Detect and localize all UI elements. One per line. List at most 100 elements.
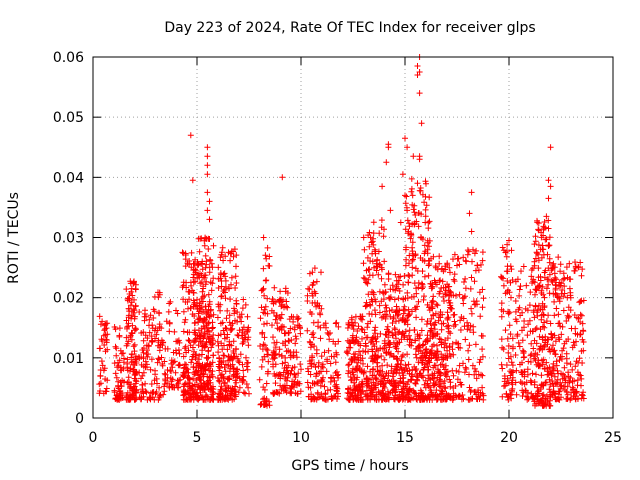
data-point bbox=[264, 351, 271, 358]
data-point bbox=[561, 290, 568, 297]
data-point bbox=[116, 333, 123, 340]
data-point bbox=[385, 276, 392, 282]
data-point bbox=[351, 355, 358, 362]
data-point bbox=[378, 275, 385, 282]
data-point bbox=[451, 311, 458, 318]
data-point bbox=[404, 381, 410, 388]
data-point bbox=[541, 219, 548, 225]
data-point bbox=[526, 317, 533, 324]
data-point bbox=[563, 388, 570, 395]
data-point bbox=[220, 394, 227, 401]
data-point bbox=[444, 335, 451, 342]
data-point bbox=[244, 327, 251, 334]
data-point bbox=[131, 348, 138, 355]
data-point bbox=[258, 287, 265, 294]
data-point bbox=[149, 338, 156, 345]
data-point bbox=[550, 360, 557, 367]
data-point bbox=[290, 314, 297, 321]
data-point bbox=[542, 333, 549, 340]
data-point bbox=[172, 369, 179, 376]
data-point bbox=[306, 270, 313, 277]
data-point bbox=[479, 353, 486, 360]
data-point bbox=[125, 338, 132, 345]
data-point bbox=[410, 206, 417, 213]
data-point bbox=[399, 171, 406, 178]
data-point bbox=[519, 309, 526, 316]
data-point bbox=[125, 295, 132, 302]
data-point bbox=[208, 344, 215, 351]
data-point bbox=[305, 368, 312, 375]
data-point bbox=[217, 307, 224, 314]
data-point bbox=[429, 371, 436, 378]
data-point bbox=[419, 236, 426, 243]
data-point bbox=[285, 362, 292, 369]
data-point bbox=[419, 268, 426, 275]
data-point bbox=[512, 316, 519, 323]
data-point bbox=[381, 226, 387, 233]
data-point bbox=[275, 371, 282, 378]
data-point bbox=[466, 396, 473, 403]
data-point bbox=[278, 311, 285, 318]
data-point bbox=[395, 348, 402, 355]
data-point bbox=[195, 396, 202, 403]
data-point bbox=[358, 396, 365, 403]
x-tick-label: 15 bbox=[396, 430, 414, 446]
data-point bbox=[290, 349, 297, 356]
data-point bbox=[227, 296, 234, 303]
data-point bbox=[505, 308, 511, 315]
data-point bbox=[529, 370, 536, 377]
data-point bbox=[357, 352, 364, 359]
data-point bbox=[575, 315, 582, 322]
data-point bbox=[175, 347, 182, 353]
data-point bbox=[454, 262, 460, 269]
data-point bbox=[164, 374, 171, 381]
data-point bbox=[361, 246, 368, 253]
data-point bbox=[356, 384, 363, 390]
data-point bbox=[438, 265, 445, 272]
data-point bbox=[575, 395, 581, 402]
data-point bbox=[140, 390, 147, 397]
data-point bbox=[364, 324, 371, 331]
data-point bbox=[549, 265, 556, 272]
data-point bbox=[402, 135, 408, 142]
data-point bbox=[358, 325, 365, 332]
data-point bbox=[325, 331, 332, 338]
data-point bbox=[360, 234, 367, 241]
data-point bbox=[559, 353, 565, 360]
data-point bbox=[355, 323, 362, 330]
data-point bbox=[222, 361, 229, 368]
data-point bbox=[335, 338, 342, 345]
data-point bbox=[531, 314, 538, 321]
data-point bbox=[129, 351, 135, 358]
data-point bbox=[376, 309, 383, 316]
data-point bbox=[567, 292, 574, 299]
data-point bbox=[272, 380, 279, 387]
y-tick-label: 0 bbox=[75, 411, 84, 427]
data-point bbox=[563, 395, 570, 402]
data-point bbox=[540, 391, 547, 398]
data-point bbox=[476, 289, 483, 296]
data-point bbox=[408, 231, 415, 238]
data-point bbox=[418, 389, 425, 396]
data-point bbox=[351, 386, 358, 393]
data-point bbox=[242, 301, 249, 308]
data-point bbox=[545, 217, 552, 224]
data-point bbox=[566, 260, 573, 267]
data-point bbox=[426, 243, 432, 250]
data-point bbox=[218, 271, 224, 278]
data-point bbox=[192, 355, 199, 361]
data-point bbox=[244, 366, 251, 373]
data-point bbox=[130, 361, 137, 368]
data-point bbox=[465, 322, 472, 329]
data-point bbox=[560, 293, 567, 300]
data-point bbox=[204, 144, 211, 151]
data-point bbox=[204, 334, 211, 341]
data-point bbox=[181, 372, 188, 379]
data-point bbox=[466, 210, 473, 217]
data-point bbox=[279, 360, 286, 367]
data-point bbox=[574, 382, 581, 389]
data-point bbox=[130, 343, 137, 350]
data-point bbox=[399, 386, 405, 393]
data-point bbox=[277, 315, 284, 322]
data-point bbox=[239, 361, 246, 368]
